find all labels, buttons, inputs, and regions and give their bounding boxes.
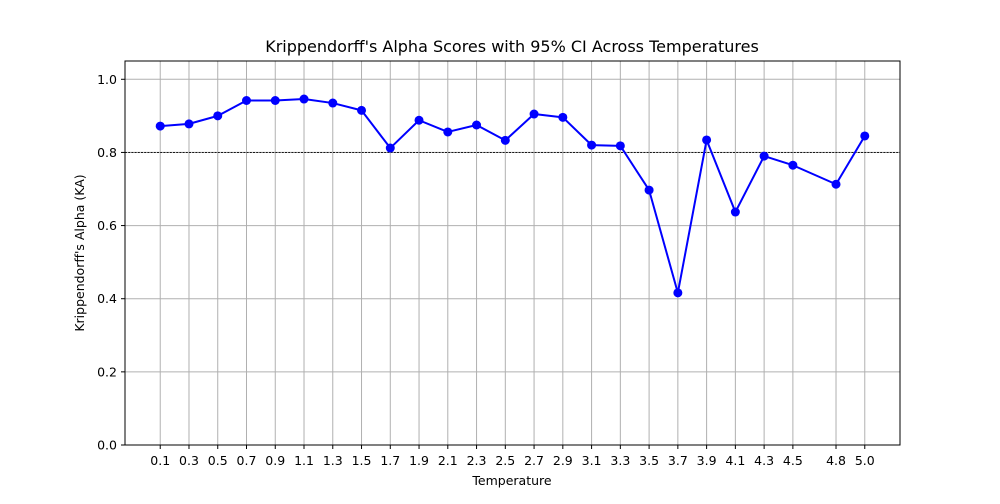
x-tick-label: 2.7	[524, 453, 544, 468]
x-tick-label: 2.1	[438, 453, 458, 468]
x-tick-label: 3.5	[639, 453, 659, 468]
data-point	[529, 109, 539, 119]
plot-frame	[124, 60, 901, 446]
data-point	[155, 121, 165, 131]
x-tick-label: 1.7	[380, 453, 400, 468]
data-point	[558, 112, 568, 122]
x-tick-label: 2.5	[495, 453, 515, 468]
data-point	[831, 179, 841, 189]
y-tick-label: 0.6	[97, 218, 117, 233]
series-layer	[155, 94, 870, 298]
y-tick-label: 0.0	[97, 438, 117, 453]
data-point	[270, 95, 280, 105]
data-point	[414, 115, 424, 125]
data-point	[443, 127, 453, 137]
x-tick-label: 0.9	[265, 453, 285, 468]
data-point	[587, 140, 597, 150]
data-point	[299, 94, 309, 104]
y-tick-label: 0.8	[97, 145, 117, 160]
data-point	[788, 160, 798, 170]
x-axis-label: Temperature	[471, 473, 551, 488]
data-point	[702, 135, 712, 145]
x-tick-label: 0.7	[237, 453, 257, 468]
data-point	[759, 151, 769, 161]
x-tick-label: 5.0	[855, 453, 875, 468]
x-tick-label: 4.5	[783, 453, 803, 468]
data-point	[213, 111, 223, 121]
x-tick-label: 1.5	[352, 453, 372, 468]
x-tick-label: 2.3	[467, 453, 487, 468]
data-point	[184, 119, 194, 129]
data-point	[615, 141, 625, 151]
data-point	[357, 105, 367, 115]
x-tick-label: 4.1	[725, 453, 745, 468]
x-tick-label: 0.1	[150, 453, 170, 468]
data-point	[472, 120, 482, 130]
x-tick-label: 1.3	[323, 453, 343, 468]
data-point	[385, 143, 395, 153]
x-tick-label: 1.9	[409, 453, 429, 468]
data-point	[860, 131, 870, 141]
x-tick-label: 3.3	[610, 453, 630, 468]
x-tick-label: 2.9	[553, 453, 573, 468]
y-axis-label: Krippendorff's Alpha (KA)	[72, 174, 87, 331]
x-tick-label: 3.7	[668, 453, 688, 468]
x-tick-label: 0.3	[179, 453, 199, 468]
x-tick-label: 4.3	[754, 453, 774, 468]
data-point	[241, 95, 251, 105]
x-tick-label: 0.5	[208, 453, 228, 468]
data-point	[328, 98, 338, 108]
y-tick-label: 1.0	[97, 72, 117, 87]
data-point	[500, 135, 510, 145]
x-tick-label: 1.1	[294, 453, 314, 468]
y-tick-label: 0.4	[97, 291, 117, 306]
data-point	[673, 288, 683, 298]
data-point	[644, 185, 654, 195]
x-tick-label: 4.8	[826, 453, 846, 468]
x-tick-label: 3.1	[582, 453, 602, 468]
y-axis-ticks: 0.0 0.2 0.4 0.6 0.8 1.0	[97, 72, 125, 453]
y-tick-label: 0.2	[97, 364, 117, 379]
chart-title: Krippendorff's Alpha Scores with 95% CI …	[265, 37, 759, 56]
x-tick-label: 3.9	[697, 453, 717, 468]
x-axis-ticks: 0.1 0.3 0.5 0.7 0.9 1.1 1.3 1.5 1.7 1.9 2.1 2.3 2.5 2…	[150, 445, 875, 468]
data-point	[730, 207, 740, 217]
